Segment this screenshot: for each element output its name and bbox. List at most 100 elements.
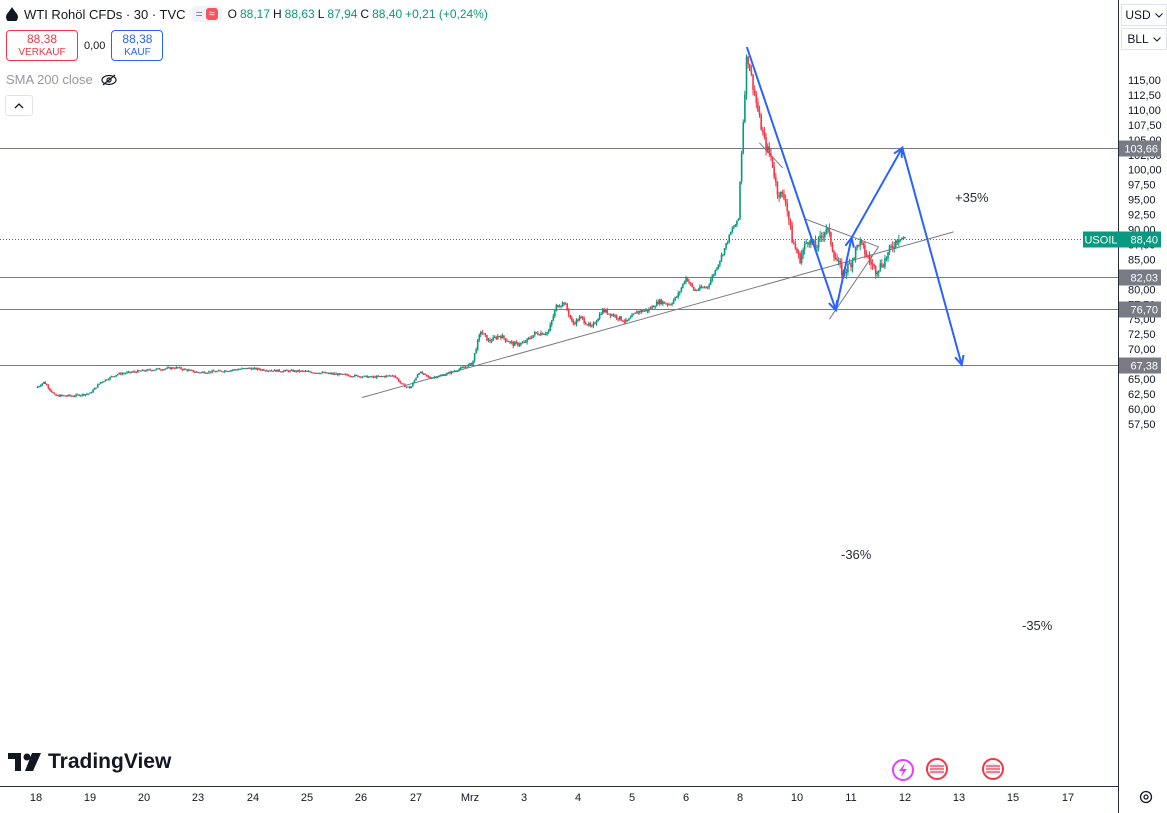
candle-body [828, 228, 831, 233]
candle-body [476, 339, 479, 350]
candle-body [893, 247, 895, 249]
y-tick-label: 65,00 [1128, 374, 1156, 386]
candle-body [478, 334, 481, 340]
candle-body [822, 236, 825, 238]
candle-body [890, 246, 892, 248]
candle-body [250, 368, 253, 370]
candle-body [608, 313, 610, 315]
candle-body [293, 370, 296, 372]
candle-body [714, 269, 717, 275]
candle-body [691, 283, 693, 287]
candle-body [192, 370, 195, 372]
candle-body [729, 231, 732, 235]
spread-value: 0,00 [84, 39, 106, 52]
candle-body [444, 374, 447, 376]
low-value: 87,94 [327, 7, 358, 21]
symbol-title[interactable]: WTI Rohöl CFDs · 30 · TVC [24, 6, 186, 22]
candle-body [489, 339, 491, 342]
candle-body [76, 394, 79, 396]
candle-body [544, 333, 547, 335]
compare-pill[interactable]: = ≈ [191, 6, 222, 22]
candle-body [290, 370, 293, 372]
candle-body [292, 370, 294, 372]
candle-body [379, 376, 381, 378]
candle-body [200, 372, 202, 374]
currency-selector[interactable]: USD [1121, 4, 1167, 26]
eye-slash-icon[interactable] [101, 74, 117, 86]
candle-body [487, 339, 490, 341]
candle-body [461, 367, 464, 369]
candle-body [155, 368, 158, 370]
trendline[interactable] [828, 246, 879, 320]
candle-body [473, 353, 476, 361]
candle-body [830, 232, 832, 245]
candle-body [723, 248, 726, 255]
candle-body [643, 310, 646, 312]
candle-body [129, 371, 131, 373]
candle-body [361, 376, 364, 378]
candle-body [79, 395, 82, 397]
forecast-segment[interactable] [745, 46, 837, 311]
candle-body [472, 360, 474, 365]
candle-body [631, 314, 633, 318]
close-label: C [360, 7, 370, 21]
candle-body [501, 335, 504, 339]
candle-body [580, 316, 582, 318]
candle-body [757, 102, 759, 112]
candle-body [495, 337, 498, 339]
candle-body [441, 375, 444, 377]
sell-button[interactable]: 88,38 VERKAUF [6, 30, 78, 61]
candle-body [58, 395, 60, 397]
candle-body [191, 369, 193, 371]
candle-body [349, 376, 351, 378]
candle-body [175, 367, 178, 369]
candle-body [436, 376, 439, 378]
candle-body [203, 371, 206, 374]
forecast-drawing[interactable] [745, 46, 965, 367]
tradingview-logo[interactable]: TradingView [8, 750, 171, 774]
candle-body [186, 369, 188, 371]
candle-body [306, 371, 308, 373]
candle-body [625, 319, 627, 322]
candle-body [456, 370, 459, 372]
unit-selector[interactable]: BLL [1121, 28, 1167, 50]
candle-body [169, 367, 172, 370]
forecast-segment[interactable] [834, 237, 853, 311]
trendline[interactable] [804, 218, 879, 248]
candle-body [563, 302, 565, 305]
candle-body [873, 264, 875, 267]
x-tick-label: 8 [737, 792, 743, 804]
open-value: 88,17 [239, 7, 270, 21]
x-tick-label: 25 [301, 792, 313, 804]
candle-body [778, 194, 780, 198]
x-tick-label: 26 [355, 792, 367, 804]
candle-body [415, 377, 417, 381]
candle-body [390, 375, 392, 377]
candle-body [42, 381, 45, 384]
x-tick-label: 24 [247, 792, 259, 804]
chart-settings-button[interactable] [1133, 786, 1159, 808]
collapse-legend-button[interactable] [5, 95, 33, 116]
candle-body [391, 375, 394, 377]
forecast-segment[interactable] [850, 147, 904, 239]
candle-body [301, 370, 304, 372]
candle-body [891, 246, 894, 248]
annotation-minus36: -36% [841, 547, 872, 562]
candle-body [347, 375, 350, 377]
chevron-down-icon [1152, 36, 1161, 42]
candle-body [87, 393, 90, 395]
candle-body [313, 372, 316, 374]
candle-body [402, 383, 405, 385]
candle-body [560, 305, 562, 307]
indicator-legend[interactable]: SMA 200 close [6, 72, 117, 87]
forecast-segment[interactable] [901, 147, 963, 366]
candle-body [521, 342, 524, 344]
y-tick-label: 115,00 [1128, 75, 1161, 87]
candle-body [581, 316, 584, 319]
candle-body [158, 368, 161, 370]
event-icons[interactable] [892, 758, 1004, 781]
candle-body [101, 381, 104, 383]
y-tick-label: 70,00 [1128, 344, 1156, 356]
buy-button[interactable]: 88,38 KAUF [111, 30, 164, 61]
